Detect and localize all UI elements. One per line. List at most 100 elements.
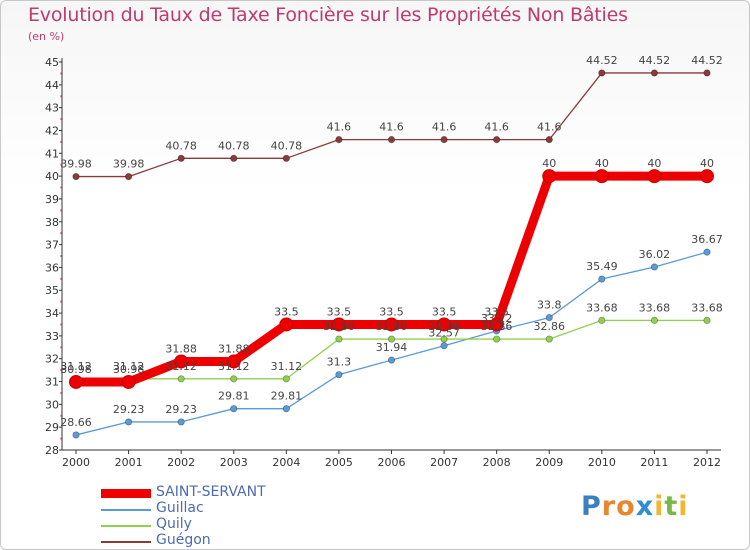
data-point[interactable] (598, 316, 606, 324)
y-tick-label: 41 (45, 147, 59, 160)
data-point[interactable] (594, 169, 609, 184)
data-point[interactable] (226, 354, 241, 369)
legend-swatch (101, 525, 151, 527)
data-label: 31.88 (165, 342, 197, 355)
x-tick-label: 2011 (640, 456, 668, 469)
data-point[interactable] (69, 374, 83, 389)
data-label: 44.52 (586, 54, 618, 67)
data-label: 30.98 (60, 363, 92, 376)
data-label: 32.86 (481, 320, 513, 333)
data-point[interactable] (124, 418, 133, 426)
data-point[interactable] (703, 69, 711, 77)
legend-swatch (101, 541, 151, 543)
data-point[interactable] (493, 335, 501, 343)
data-label: 31.94 (376, 341, 408, 354)
data-label: 29.23 (113, 403, 145, 416)
data-label: 30.98 (113, 363, 145, 376)
data-point[interactable] (387, 335, 396, 343)
data-point[interactable] (384, 317, 399, 332)
y-tick-label: 29 (45, 421, 59, 434)
data-label: 40 (595, 157, 609, 170)
data-label: 32.57 (428, 327, 460, 340)
data-point[interactable] (282, 375, 290, 383)
data-point[interactable] (230, 405, 238, 413)
legend-label: Guillac (156, 500, 204, 516)
logo-letter: P (581, 491, 602, 522)
data-label: 41.6 (432, 121, 457, 134)
data-point[interactable] (647, 169, 662, 184)
data-point[interactable] (700, 169, 714, 184)
data-point[interactable] (279, 317, 294, 332)
data-point[interactable] (72, 172, 80, 181)
y-tick-label: 44 (45, 79, 59, 92)
data-point[interactable] (437, 317, 452, 332)
data-point[interactable] (121, 374, 136, 389)
data-point[interactable] (177, 375, 185, 383)
data-point[interactable] (230, 154, 238, 162)
logo-letter: r (601, 491, 617, 522)
data-point[interactable] (650, 316, 659, 324)
data-label: 33.68 (586, 301, 618, 314)
data-point[interactable] (174, 354, 189, 369)
data-label: 41.6 (379, 121, 404, 134)
y-axis-unit: (en %) (28, 30, 65, 43)
x-tick-label: 2008 (483, 456, 511, 469)
data-label: 29.81 (271, 390, 303, 403)
data-label: 39.98 (60, 158, 92, 171)
data-point[interactable] (493, 136, 501, 144)
data-point[interactable] (489, 317, 504, 332)
data-point[interactable] (598, 69, 606, 77)
x-tick-label: 2001 (115, 456, 143, 469)
data-point[interactable] (598, 275, 606, 283)
legend-label: Guégon (156, 532, 211, 548)
data-point[interactable] (650, 69, 659, 77)
data-point[interactable] (177, 418, 185, 426)
data-point[interactable] (545, 136, 553, 144)
data-point[interactable] (331, 317, 346, 332)
data-label: 39.98 (113, 158, 145, 171)
data-point[interactable] (230, 375, 238, 383)
logo-letter: x (635, 491, 655, 522)
y-tick-label: 42 (45, 124, 59, 137)
data-point[interactable] (387, 356, 396, 364)
y-minor-tick (60, 95, 62, 98)
logo-letter: i (654, 491, 665, 522)
data-label: 31.12 (271, 360, 303, 373)
data-point[interactable] (282, 405, 290, 413)
data-label: 40 (542, 157, 556, 170)
data-label: 33.5 (327, 305, 352, 318)
data-label: 44.52 (691, 54, 723, 67)
data-point[interactable] (387, 136, 396, 144)
data-point[interactable] (545, 314, 553, 322)
y-tick-label: 30 (45, 398, 59, 411)
data-label: 29.81 (218, 390, 250, 403)
data-point[interactable] (703, 316, 711, 324)
x-tick-label: 2012 (693, 456, 721, 469)
data-label: 28.66 (60, 416, 92, 429)
data-label: 36.02 (639, 248, 671, 261)
data-point[interactable] (177, 154, 185, 162)
data-point[interactable] (335, 335, 343, 343)
data-point[interactable] (72, 431, 80, 439)
data-point[interactable] (440, 342, 448, 350)
y-minor-tick (60, 346, 62, 349)
legend-swatch (101, 509, 151, 511)
data-point[interactable] (650, 263, 659, 271)
proxiti-logo: Proxiti (581, 491, 689, 522)
data-label: 40.78 (165, 139, 197, 152)
data-point[interactable] (703, 248, 711, 256)
x-tick-label: 2005 (325, 456, 353, 469)
data-point[interactable] (335, 136, 343, 144)
data-point[interactable] (124, 172, 133, 181)
data-point[interactable] (440, 335, 448, 343)
data-point[interactable] (545, 335, 553, 343)
data-point[interactable] (542, 169, 557, 184)
y-tick-label: 28 (45, 444, 59, 457)
data-point[interactable] (335, 371, 343, 379)
y-tick-label: 34 (45, 307, 59, 320)
data-point[interactable] (282, 154, 290, 162)
data-point[interactable] (440, 136, 448, 144)
y-minor-tick (60, 437, 62, 440)
data-label: 33.5 (274, 305, 299, 318)
